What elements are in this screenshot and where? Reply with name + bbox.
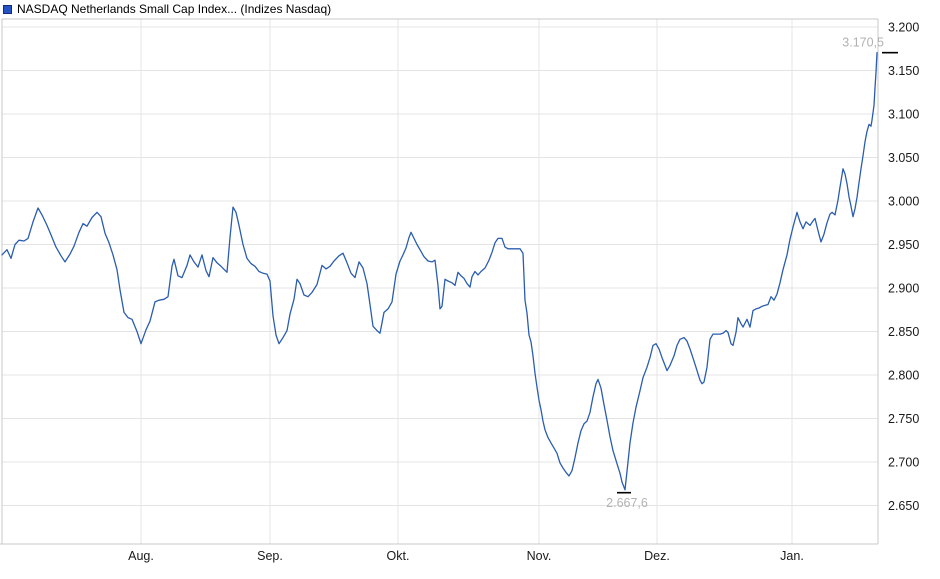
x-axis-month-label: Nov. — [527, 549, 552, 563]
chart-header: NASDAQ Netherlands Small Cap Index... (I… — [0, 0, 940, 18]
y-axis-tick-label: 2.750 — [888, 412, 919, 426]
y-axis-tick-label: 2.700 — [888, 456, 919, 470]
x-axis-month-label: Jan. — [780, 549, 804, 563]
y-axis-tick-label: 2.850 — [888, 325, 919, 339]
y-axis-tick-label: 2.800 — [888, 369, 919, 383]
x-axis-month-label: Aug. — [128, 549, 154, 563]
chart-title: NASDAQ Netherlands Small Cap Index... (I… — [17, 2, 332, 16]
y-axis-tick-label: 3.000 — [888, 195, 919, 209]
x-axis-month-label: Okt. — [387, 549, 410, 563]
series-legend-swatch-icon — [3, 5, 12, 14]
y-axis-tick-label: 2.900 — [888, 282, 919, 296]
y-axis-tick-label: 3.050 — [888, 151, 919, 165]
y-axis-tick-label: 3.100 — [888, 108, 919, 122]
x-axis-month-label: Dez. — [644, 549, 670, 563]
y-axis-tick-label: 2.650 — [888, 499, 919, 513]
low-value-label: 2.667,6 — [606, 496, 648, 510]
high-value-label: 3.170,5 — [842, 36, 884, 50]
y-axis-tick-label: 2.950 — [888, 238, 919, 252]
y-axis-tick-label: 3.200 — [888, 21, 919, 35]
price-series-line — [1, 52, 878, 491]
y-axis-tick-label: 3.150 — [888, 64, 919, 78]
x-axis-month-label: Sep. — [257, 549, 283, 563]
